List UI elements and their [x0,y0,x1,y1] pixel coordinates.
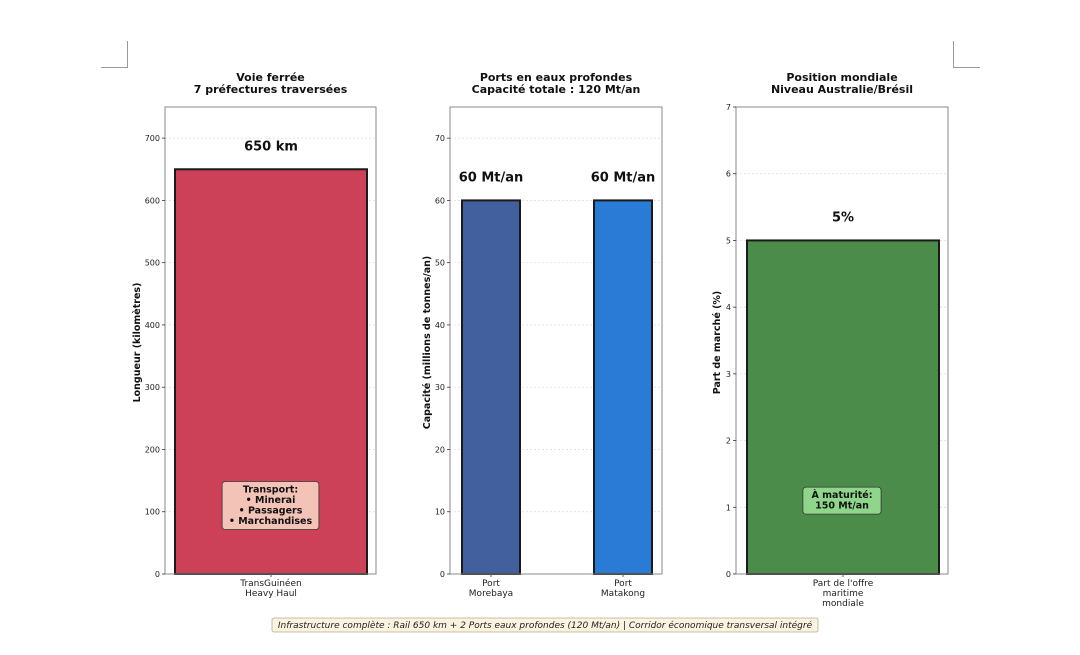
y-tick-label: 70 [435,134,445,143]
y-tick-label: 400 [145,321,160,330]
value-label: 650 km [244,139,298,154]
chart-title: Voie ferrée [236,71,305,84]
bar [461,199,521,575]
bar [593,199,653,575]
axes-frame [164,106,377,575]
chart-title: Position mondiale [786,71,897,84]
annotation-text: 150 Mt/an [815,501,869,512]
x-tick-label: Matakong [601,589,645,599]
y-tick-label: 40 [435,321,445,330]
annotation-box [802,486,882,515]
value-label: 60 Mt/an [591,170,656,185]
y-tick-label: 7 [726,103,731,112]
y-tick-label: 2 [726,437,731,446]
y-tick-label: 50 [435,259,445,268]
annotation-text: • Minerai [246,495,296,506]
value-label: 5% [832,210,854,225]
y-tick-label: 6 [726,170,731,179]
x-tick-label: Port [482,579,500,589]
y-tick-label: 10 [435,508,445,517]
footer-text: Infrastructure complète : Rail 650 km + … [278,620,813,631]
y-tick-label: 100 [145,508,160,517]
chart-title: Capacité totale : 120 Mt/an [472,83,641,96]
footer-box [271,617,819,633]
x-tick-label: mondiale [822,599,864,609]
y-tick-label: 30 [435,383,445,392]
x-tick-label: Morebaya [469,589,513,599]
annotation-text: • Marchandises [229,516,313,527]
y-tick-label: 0 [726,570,731,579]
y-tick-label: 700 [145,134,160,143]
axes-frame [735,106,949,575]
y-axis-label: Longueur (kilomètres) [132,283,143,403]
y-axis-label: Capacité (millions de tonnes/an) [422,256,433,430]
bar [746,239,940,576]
y-tick-label: 300 [145,383,160,392]
x-tick-label: Port [614,579,632,589]
crop-mark-right [953,41,980,68]
y-tick-label: 4 [726,303,731,312]
value-label: 60 Mt/an [459,170,524,185]
y-tick-label: 600 [145,196,160,205]
x-tick-label: Part de l'offre [813,579,874,589]
y-tick-label: 1 [726,503,731,512]
chart-title: Niveau Australie/Brésil [771,83,913,96]
annotation-text: Transport: [243,485,298,496]
annotation-text: • Passagers [239,506,303,517]
y-tick-label: 5 [726,236,731,245]
chart-title: Ports en eaux profondes [480,71,633,84]
y-tick-label: 200 [145,445,160,454]
y-tick-label: 60 [435,196,445,205]
x-tick-label: TransGuinéen [239,578,301,589]
y-tick-label: 20 [435,445,445,454]
x-tick-label: maritime [823,589,864,599]
y-tick-label: 0 [155,570,160,579]
y-tick-label: 500 [145,259,160,268]
chart-title: 7 préfectures traversées [194,83,348,96]
axes-frame [449,106,663,575]
y-tick-label: 3 [726,370,731,379]
annotation-text: À maturité: [812,489,873,501]
annotation-box [221,481,320,530]
crop-mark-left [101,41,128,68]
x-tick-label: Heavy Haul [245,589,297,599]
y-tick-label: 0 [440,570,445,579]
y-axis-label: Part de marché (%) [712,291,723,395]
